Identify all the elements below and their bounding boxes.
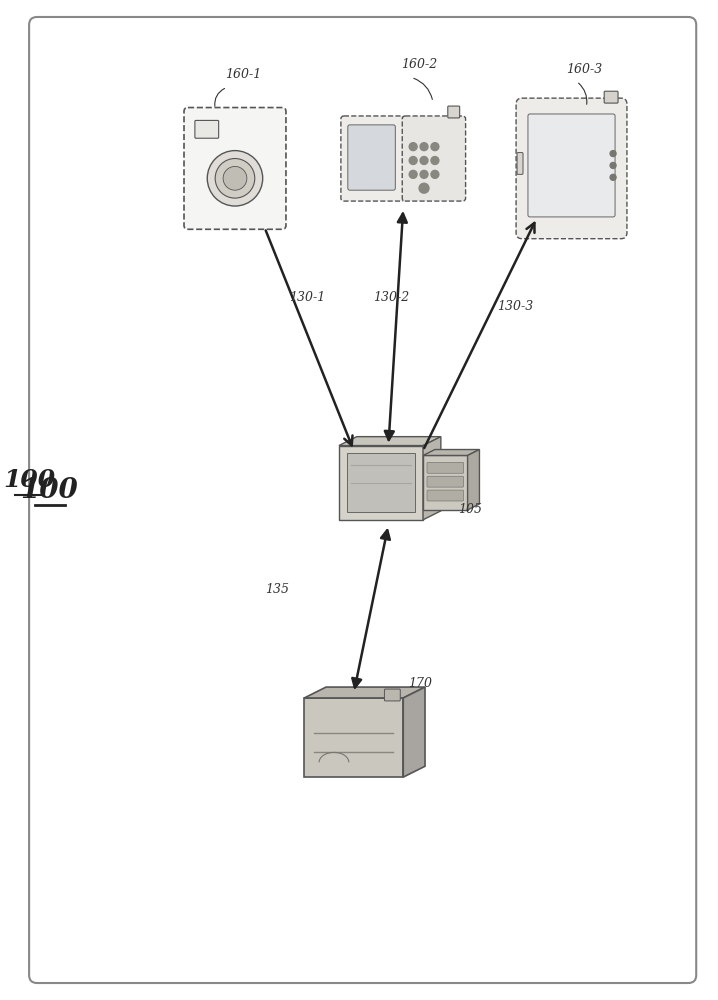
Polygon shape (304, 698, 404, 777)
FancyBboxPatch shape (195, 120, 219, 138)
Text: 105: 105 (457, 503, 482, 516)
FancyBboxPatch shape (384, 689, 400, 701)
Text: 130-1: 130-1 (289, 291, 326, 304)
Circle shape (409, 143, 417, 151)
FancyBboxPatch shape (604, 91, 618, 103)
Circle shape (215, 159, 255, 198)
Text: 130-2: 130-2 (373, 291, 410, 304)
FancyBboxPatch shape (402, 116, 465, 201)
Polygon shape (347, 453, 415, 512)
FancyBboxPatch shape (341, 116, 404, 201)
FancyBboxPatch shape (184, 108, 286, 229)
Circle shape (431, 157, 439, 164)
Text: 135: 135 (265, 583, 289, 596)
Polygon shape (423, 455, 467, 510)
FancyBboxPatch shape (427, 462, 464, 473)
Text: 130-3: 130-3 (498, 300, 533, 313)
Text: 170: 170 (409, 677, 432, 690)
FancyBboxPatch shape (516, 98, 627, 239)
Circle shape (420, 143, 428, 151)
Polygon shape (423, 450, 480, 455)
Circle shape (409, 157, 417, 164)
FancyBboxPatch shape (427, 476, 464, 487)
Circle shape (420, 170, 428, 178)
FancyBboxPatch shape (528, 114, 615, 217)
Text: 100: 100 (20, 477, 78, 504)
Polygon shape (423, 437, 441, 520)
Text: 160-1: 160-1 (225, 68, 261, 81)
Circle shape (431, 143, 439, 151)
FancyBboxPatch shape (448, 106, 460, 118)
FancyBboxPatch shape (348, 125, 396, 190)
Circle shape (431, 170, 439, 178)
Circle shape (223, 166, 247, 190)
Polygon shape (404, 687, 425, 777)
Circle shape (610, 162, 616, 168)
Circle shape (420, 157, 428, 164)
Polygon shape (304, 687, 425, 698)
Polygon shape (339, 437, 441, 446)
Circle shape (208, 151, 263, 206)
Text: 160-2: 160-2 (401, 58, 437, 71)
Circle shape (409, 170, 417, 178)
FancyBboxPatch shape (517, 153, 523, 174)
Circle shape (610, 174, 616, 180)
Text: 100: 100 (3, 468, 55, 492)
Text: 160-3: 160-3 (567, 63, 603, 76)
Polygon shape (339, 446, 423, 520)
Polygon shape (467, 450, 480, 510)
FancyBboxPatch shape (29, 17, 696, 983)
Circle shape (419, 183, 429, 193)
Circle shape (610, 151, 616, 157)
FancyBboxPatch shape (427, 490, 464, 501)
